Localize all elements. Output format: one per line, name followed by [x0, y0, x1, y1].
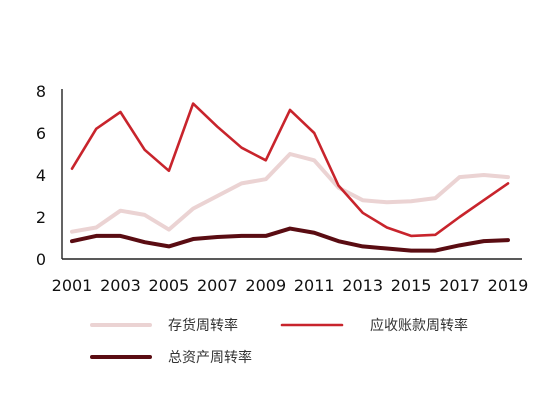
series-lines [70, 102, 510, 253]
y-tick-label: 4 [36, 166, 46, 185]
x-tick-label: 2001 [52, 276, 93, 295]
legend-label-1: 应收账款周转率 [370, 317, 468, 334]
x-tick-label: 2017 [439, 276, 480, 295]
x-tick-label: 2003 [100, 276, 141, 295]
series-line-2 [70, 226, 510, 253]
series-line-1 [70, 102, 510, 238]
axes: 0 2 4 6 8 2001 2003 2005 2007 2009 2011 2013 2015 201… [36, 82, 529, 295]
legend-label-2: 总资产周转率 [168, 349, 252, 366]
x-tick-label: 2013 [342, 276, 383, 295]
x-tick-label: 2007 [197, 276, 238, 295]
series-line-0 [70, 152, 510, 234]
x-tick-label: 2011 [294, 276, 335, 295]
y-tick-label: 8 [36, 82, 46, 101]
x-tick-label: 2019 [488, 276, 529, 295]
y-tick-label: 0 [36, 250, 46, 269]
legend-label-0: 存货周转率 [168, 317, 238, 334]
x-tick-label: 2009 [245, 276, 286, 295]
x-tick-label: 2005 [149, 276, 190, 295]
y-tick-label: 2 [36, 208, 46, 227]
x-tick-label: 2015 [391, 276, 432, 295]
y-tick-label: 6 [36, 124, 46, 143]
